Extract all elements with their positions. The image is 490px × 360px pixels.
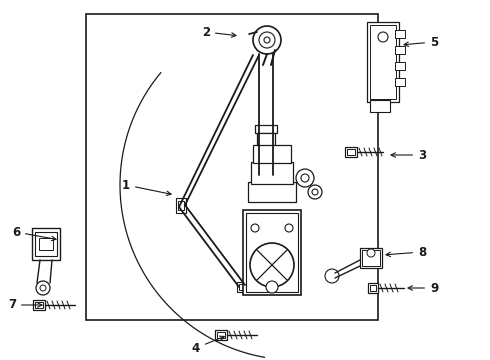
Bar — [395, 78, 405, 86]
Circle shape — [367, 249, 375, 257]
Bar — [360, 248, 382, 268]
Circle shape — [312, 189, 318, 195]
Bar — [395, 62, 405, 70]
Bar — [248, 182, 296, 202]
Bar — [255, 155, 277, 163]
Circle shape — [308, 185, 322, 199]
Bar — [370, 25, 396, 99]
Bar — [395, 30, 405, 38]
Bar — [86, 14, 378, 320]
Circle shape — [325, 269, 339, 283]
Bar — [367, 22, 399, 102]
Circle shape — [40, 285, 46, 291]
Circle shape — [264, 37, 270, 43]
Bar — [345, 147, 357, 157]
Bar — [33, 300, 45, 310]
Circle shape — [301, 174, 309, 182]
Text: 6: 6 — [12, 225, 56, 241]
Text: 7: 7 — [8, 298, 42, 311]
Bar — [246, 213, 298, 292]
Bar — [32, 228, 60, 260]
Bar — [215, 330, 227, 340]
Bar — [35, 232, 57, 256]
Bar — [362, 250, 380, 266]
Text: 2: 2 — [202, 26, 236, 39]
Text: 9: 9 — [408, 282, 438, 294]
Circle shape — [285, 224, 293, 232]
Bar — [239, 284, 251, 290]
Text: 8: 8 — [386, 246, 426, 258]
Bar — [217, 332, 225, 338]
Circle shape — [296, 169, 314, 187]
Bar — [237, 282, 253, 292]
Circle shape — [250, 243, 294, 287]
Bar — [253, 145, 291, 163]
Bar — [368, 283, 378, 293]
Bar — [251, 162, 293, 184]
Circle shape — [266, 281, 278, 293]
Text: 5: 5 — [404, 36, 438, 49]
Circle shape — [259, 32, 275, 48]
Bar — [347, 149, 355, 155]
Bar — [370, 285, 376, 291]
Bar — [178, 201, 184, 210]
Circle shape — [36, 281, 50, 295]
Bar — [35, 302, 43, 308]
Bar — [395, 46, 405, 54]
Bar — [243, 210, 301, 295]
Circle shape — [251, 224, 259, 232]
Text: 3: 3 — [391, 149, 426, 162]
Bar — [39, 238, 53, 250]
Bar — [370, 100, 390, 112]
Circle shape — [378, 32, 388, 42]
Bar — [255, 125, 277, 133]
Circle shape — [253, 26, 281, 54]
Bar — [257, 133, 275, 155]
Text: 4: 4 — [192, 336, 224, 355]
Bar — [176, 198, 186, 213]
Text: 1: 1 — [122, 179, 171, 195]
